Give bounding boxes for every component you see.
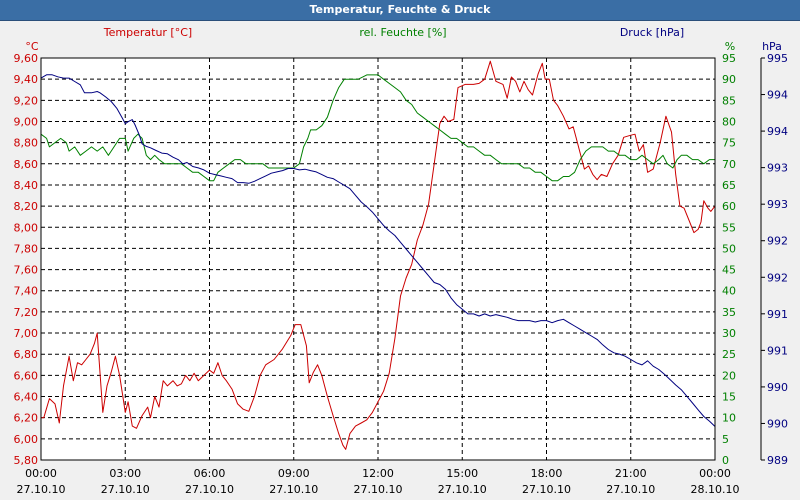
x-tick-label-time: 00:00 — [25, 467, 57, 480]
pressure-axis-title: Druck [hPa] — [620, 26, 684, 39]
chart: Temperatur [°C] rel. Feuchte [%] Druck [… — [14, 26, 789, 496]
pressure-tick-label: 992 — [767, 235, 788, 248]
axis-titles: Temperatur [°C] rel. Feuchte [%] Druck [… — [25, 26, 782, 53]
temperature-tick-label: 8,60 — [14, 158, 39, 171]
x-tick-label-time: 21:00 — [615, 467, 647, 480]
x-tick-label-date: 27.10.10 — [438, 483, 487, 496]
humidity-tick-label: 35 — [722, 306, 736, 319]
pressure-tick-label: 995 — [767, 52, 788, 65]
temperature-tick-label: 8,40 — [14, 179, 39, 192]
humidity-tick-label: 60 — [722, 200, 736, 213]
temperature-tick-label: 8,00 — [14, 221, 39, 234]
x-tick-label-date: 27.10.10 — [269, 483, 318, 496]
pressure-tick-label: 994 — [767, 125, 788, 138]
humidity-tick-label: 55 — [722, 221, 736, 234]
x-tick-label-time: 03:00 — [109, 467, 141, 480]
x-tick-label-date: 27.10.10 — [185, 483, 234, 496]
x-tick-label-date: 27.10.10 — [354, 483, 403, 496]
humidity-tick-label: 45 — [722, 264, 736, 277]
humidity-tick-label: 10 — [722, 412, 736, 425]
x-tick-label-date: 28.10.10 — [691, 483, 740, 496]
window-title: Temperatur, Feuchte & Druck — [309, 3, 491, 16]
humidity-unit: % — [725, 40, 735, 53]
temperature-tick-label: 6,40 — [14, 391, 39, 404]
x-tick-label-time: 09:00 — [278, 467, 310, 480]
humidity-tick-label: 5 — [722, 433, 729, 446]
temperature-tick-labels: 9,60 9,40 9,20 9,00 8,80 8,60 8,40 8,20 8,00 7,80… — [14, 52, 39, 467]
humidity-tick-label: 20 — [722, 369, 736, 382]
temperature-tick-label: 9,60 — [14, 52, 39, 65]
plot-border — [40, 57, 716, 461]
temperature-tick-label: 8,80 — [14, 137, 39, 150]
humidity-tick-label: 75 — [722, 137, 736, 150]
temperature-tick-label: 7,40 — [14, 285, 39, 298]
x-tick-label-date: 27.10.10 — [606, 483, 655, 496]
humidity-axis-title: rel. Feuchte [%] — [359, 26, 446, 39]
pressure-unit: hPa — [762, 40, 782, 53]
humidity-tick-label: 95 — [722, 52, 736, 65]
x-tick-label-time: 15:00 — [446, 467, 478, 480]
window-title-bar: Temperatur, Feuchte & Druck — [0, 0, 800, 21]
humidity-tick-label: 90 — [722, 73, 736, 86]
pressure-tick-label: 994 — [767, 89, 788, 102]
temperature-tick-label: 6,20 — [14, 412, 39, 425]
grid — [41, 58, 715, 460]
pressure-tick-label: 993 — [767, 162, 788, 175]
x-tick-label-time: 00:00 — [699, 467, 731, 480]
series-layer — [40, 60, 716, 450]
temperature-tick-label: 6,60 — [14, 369, 39, 382]
temperature-axis-title: Temperatur [°C] — [103, 26, 192, 39]
pressure-tick-label: 990 — [767, 381, 788, 394]
humidity-tick-label: 30 — [722, 327, 736, 340]
temperature-tick-label: 9,20 — [14, 94, 39, 107]
temperature-tick-label: 9,00 — [14, 115, 39, 128]
series-line-temperature — [41, 60, 716, 450]
humidity-tick-label: 40 — [722, 285, 736, 298]
x-tick-label-date: 27.10.10 — [101, 483, 150, 496]
pressure-tick-label: 991 — [767, 308, 788, 321]
x-tick-label-date: 27.10.10 — [17, 483, 66, 496]
temperature-tick-label: 6,80 — [14, 348, 39, 361]
temperature-tick-label: 7,20 — [14, 306, 39, 319]
temperature-tick-label: 6,00 — [14, 433, 39, 446]
humidity-tick-label: 65 — [722, 179, 736, 192]
humidity-tick-label: 15 — [722, 391, 736, 404]
temperature-unit: °C — [25, 40, 39, 53]
temperature-tick-label: 8,20 — [14, 200, 39, 213]
pressure-tick-label: 993 — [767, 198, 788, 211]
temperature-tick-label: 9,40 — [14, 73, 39, 86]
x-tick-label-date: 27.10.10 — [522, 483, 571, 496]
pressure-tick-label: 990 — [767, 417, 788, 430]
humidity-tick-label: 0 — [722, 454, 729, 467]
humidity-tick-label: 70 — [722, 158, 736, 171]
pressure-tick-label: 992 — [767, 271, 788, 284]
humidity-tick-label: 85 — [722, 94, 736, 107]
x-tick-label-time: 12:00 — [362, 467, 394, 480]
pressure-tick-label: 991 — [767, 344, 788, 357]
temperature-tick-label: 7,80 — [14, 242, 39, 255]
pressure-tick-label: 989 — [767, 454, 788, 467]
pressure-tick-labels: 995 994 994 993 993 992 992 991 991 990 990 989 — [761, 52, 788, 467]
x-tick-label-time: 18:00 — [531, 467, 563, 480]
x-tick-label-time: 06:00 — [194, 467, 226, 480]
temperature-tick-label: 5,80 — [14, 454, 39, 467]
x-tick-labels: 00:00 27.10.10 03:00 27.10.10 06:00 27.10.10 0… — [17, 467, 740, 496]
humidity-tick-label: 50 — [722, 242, 736, 255]
temperature-tick-label: 7,00 — [14, 327, 39, 340]
humidity-tick-label: 80 — [722, 115, 736, 128]
temperature-tick-label: 7,60 — [14, 264, 39, 277]
series-line-pressure — [40, 74, 716, 427]
plot-area — [41, 58, 715, 460]
humidity-tick-label: 25 — [722, 348, 736, 361]
